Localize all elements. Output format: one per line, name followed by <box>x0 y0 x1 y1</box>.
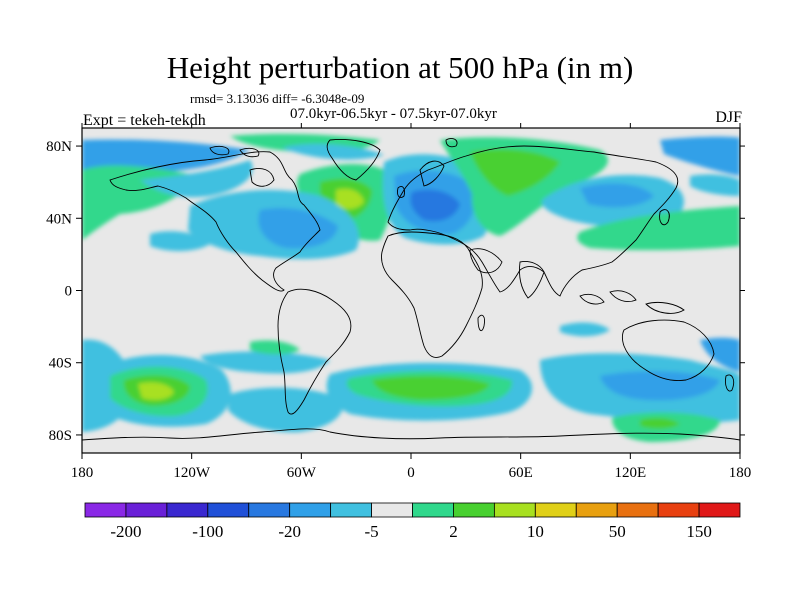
anomaly-region <box>250 340 300 355</box>
anomaly-region <box>700 337 740 372</box>
colorbar-swatch <box>616 502 659 518</box>
anomaly-region <box>560 322 610 337</box>
coastline-new-guinea <box>645 301 685 314</box>
anomaly-region <box>372 375 490 400</box>
coastline-indonesia <box>609 290 637 303</box>
lon-tick-label: 120E <box>614 465 646 481</box>
anomaly-region <box>228 387 343 433</box>
coastline-eurasia <box>387 145 679 297</box>
colorbar-swatch <box>657 502 700 518</box>
period-label: 07.0kyr-06.5kyr - 07.5kyr-07.0kyr <box>290 106 497 122</box>
anomaly-region <box>660 136 740 176</box>
colorbar-swatch <box>371 502 413 518</box>
colorbar-swatch <box>534 502 577 518</box>
coastline-indonesia <box>579 293 605 305</box>
coastline-arabia <box>469 248 503 274</box>
anomaly-region <box>138 382 174 400</box>
colorbar: -200 -100 -20 -5 2 10 50 150 <box>84 502 741 541</box>
anomaly-region <box>470 149 560 196</box>
season-label: DJF <box>715 109 742 126</box>
coastline-madagascar <box>477 314 485 332</box>
colorbar-swatch <box>698 502 741 518</box>
longitude-axis: 180 120W 60W 0 60E 120E 180 <box>71 123 752 481</box>
coastline-svalbard <box>445 137 458 148</box>
colorbar-swatch <box>330 502 372 518</box>
coastline-north-america <box>109 151 321 292</box>
lat-tick-label: 80S <box>49 428 72 444</box>
anomaly-region <box>410 189 460 222</box>
colorbar-label: -100 <box>192 522 223 541</box>
anomaly-region <box>282 144 384 160</box>
lon-tick-label: 0 <box>407 465 415 481</box>
colorbar-swatch <box>289 502 332 518</box>
coastline-scandinavia <box>419 160 445 187</box>
colorbar-label: -5 <box>364 522 378 541</box>
colorbar-label: 150 <box>686 522 712 541</box>
anomaly-region <box>336 188 364 210</box>
colorbar-swatch <box>412 502 454 518</box>
coastline-antarctica <box>82 428 740 441</box>
anomaly-region <box>640 417 680 429</box>
colorbar-swatch <box>575 502 618 518</box>
lon-tick-label: 60W <box>287 465 317 481</box>
anomaly-region <box>580 183 654 208</box>
lon-tick-label: 180 <box>729 465 752 481</box>
colorbar-swatch <box>125 502 168 518</box>
colorbar-swatch <box>207 502 250 518</box>
coastline-south-america <box>277 288 352 415</box>
plot-title: Height perturbation at 500 hPa (in m) <box>166 50 634 85</box>
coastline-arctic-islands <box>209 145 230 156</box>
coastline-australia <box>622 319 715 381</box>
anomaly-region <box>577 206 740 251</box>
coastline-uk <box>397 185 405 199</box>
colorbar-label: 2 <box>449 522 458 541</box>
colorbar-label: 50 <box>609 522 626 541</box>
colorbar-swatch <box>84 502 127 518</box>
anomaly-region <box>200 351 330 374</box>
coastline-japan <box>659 209 670 226</box>
colorbar-swatch <box>453 502 495 518</box>
coastline-india <box>519 261 545 299</box>
lat-tick-label: 80N <box>46 139 72 155</box>
lon-tick-label: 120W <box>173 465 211 481</box>
coastline-africa <box>381 231 483 358</box>
coastline-greenland <box>326 139 381 181</box>
experiment-label: Expt = tekeh-tekdh <box>83 112 206 129</box>
coastline-arctic-islands <box>239 147 260 158</box>
anomaly-region <box>258 207 338 249</box>
coastline-hudson-bay <box>249 168 275 187</box>
anomaly-region <box>150 231 210 252</box>
lat-tick-label: 40S <box>49 356 72 372</box>
lat-tick-label: 40N <box>46 211 72 227</box>
anomaly-region <box>140 160 253 198</box>
colorbar-swatch <box>493 502 536 518</box>
coastline-new-zealand <box>725 374 735 392</box>
colorbar-label: -20 <box>278 522 301 541</box>
anomaly-region <box>690 174 740 196</box>
latitude-axis: 80N 40N 0 40S 80S <box>46 139 745 444</box>
colorbar-label: -200 <box>110 522 141 541</box>
colorbar-swatch <box>248 502 291 518</box>
coastline-layer <box>82 137 740 441</box>
colorbar-swatch <box>166 502 209 518</box>
lon-tick-label: 60E <box>509 465 533 481</box>
colorbar-label: 10 <box>527 522 544 541</box>
lat-tick-label: 0 <box>65 284 73 300</box>
lon-tick-label: 180 <box>71 465 94 481</box>
stats-label: rmsd= 3.13036 diff= -6.3048e-09 <box>190 91 365 106</box>
